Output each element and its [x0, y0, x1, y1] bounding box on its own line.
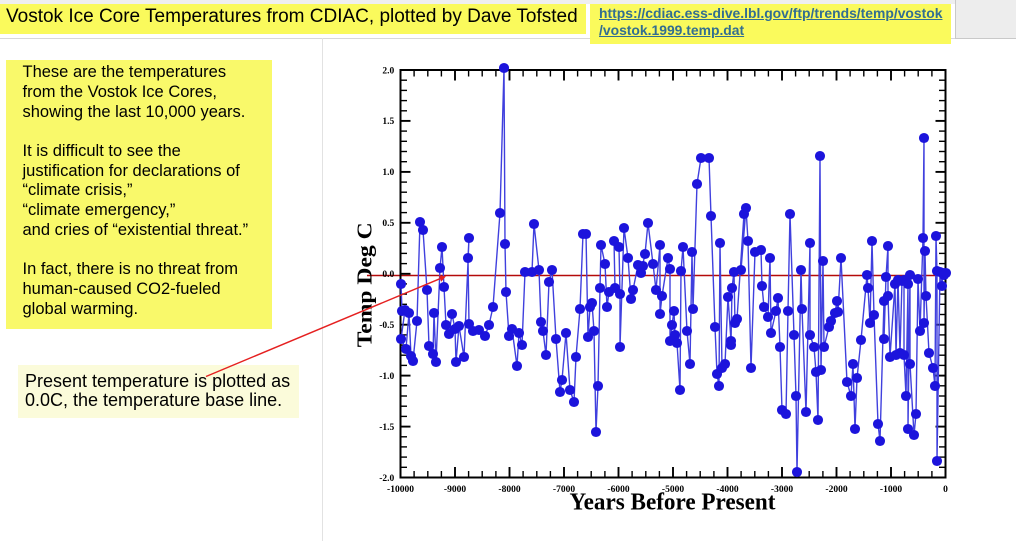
svg-text:2.0: 2.0: [382, 66, 394, 76]
svg-text:-2.0: -2.0: [379, 474, 394, 484]
svg-text:Temp Deg C: Temp Deg C: [352, 222, 376, 347]
svg-text:0.0: 0.0: [382, 270, 394, 280]
svg-text:-1.0: -1.0: [379, 372, 394, 382]
svg-text:-1000: -1000: [880, 485, 902, 495]
svg-text:-1.5: -1.5: [379, 423, 394, 433]
svg-text:-9000: -9000: [444, 485, 466, 495]
svg-text:-6000: -6000: [607, 485, 629, 495]
svg-text:-3000: -3000: [771, 485, 793, 495]
svg-text:Years Before Present: Years Before Present: [570, 488, 777, 515]
svg-text:-7000: -7000: [553, 485, 575, 495]
svg-text:1.0: 1.0: [382, 168, 394, 178]
svg-text:-4000: -4000: [716, 485, 738, 495]
svg-text:-8000: -8000: [498, 485, 520, 495]
svg-text:-5000: -5000: [662, 485, 684, 495]
svg-text:0: 0: [943, 485, 948, 495]
svg-text:1.5: 1.5: [382, 117, 394, 127]
svg-text:-2000: -2000: [825, 485, 847, 495]
svg-text:-10000: -10000: [387, 485, 414, 495]
svg-text:-0.5: -0.5: [379, 321, 394, 331]
svg-text:0.5: 0.5: [382, 219, 394, 229]
